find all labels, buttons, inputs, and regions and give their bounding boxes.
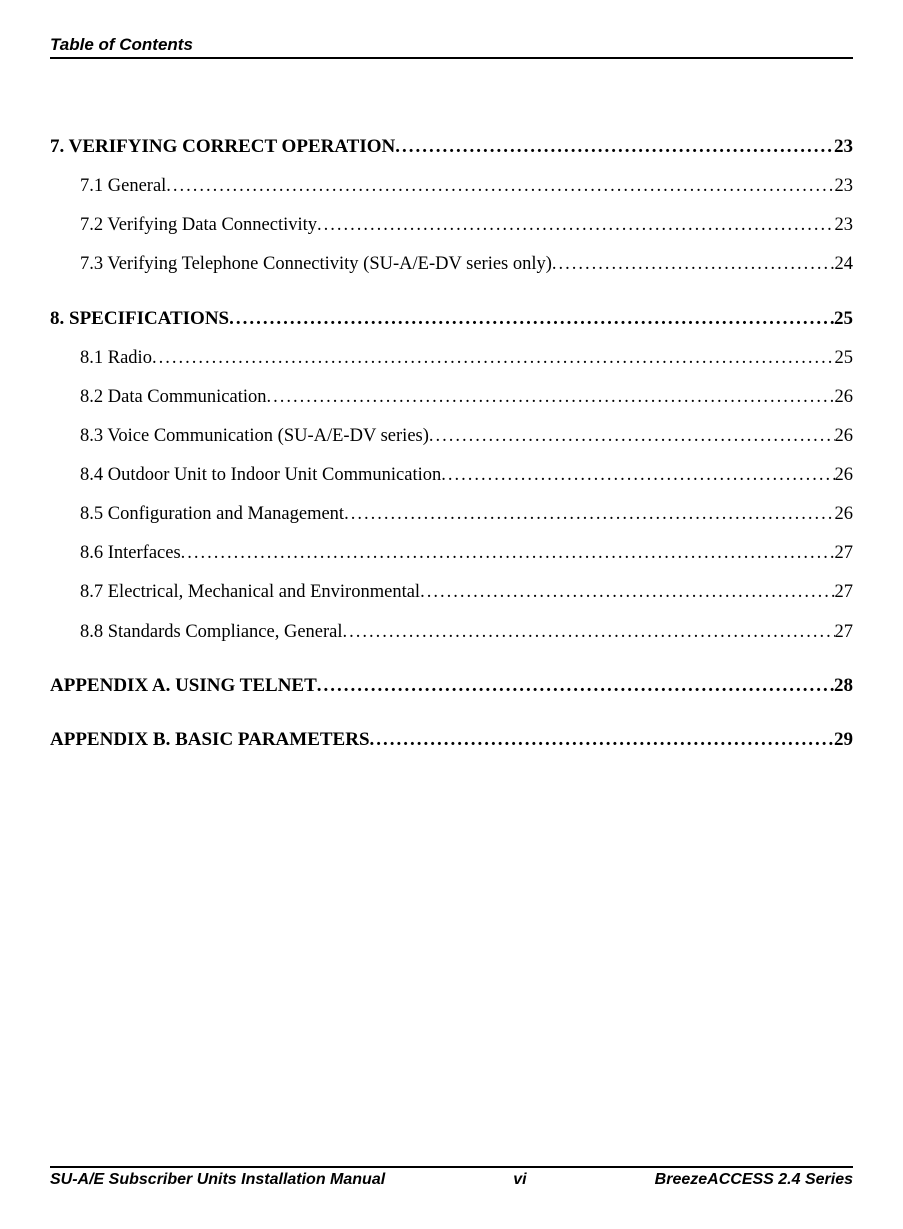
toc-item-page: 25	[835, 341, 854, 376]
footer-divider	[50, 1166, 853, 1168]
toc-item: 8.8 Standards Compliance, General 27	[50, 615, 853, 650]
toc-dots	[229, 301, 834, 337]
toc-dots	[267, 380, 835, 415]
toc-item: 8.5 Configuration and Management 26	[50, 497, 853, 532]
toc-item: 8.1 Radio 25	[50, 341, 853, 376]
toc-item-page: 26	[835, 497, 854, 532]
toc-section-title: APPENDIX B. BASIC PARAMETERS	[50, 722, 370, 758]
footer: SU-A/E Subscriber Units Installation Man…	[50, 1166, 853, 1189]
header-title: Table of Contents	[50, 35, 853, 55]
footer-right: BreezeACCESS 2.4 Series	[655, 1171, 853, 1189]
toc-dots	[395, 129, 834, 165]
toc-dots	[429, 419, 835, 454]
toc-dots	[317, 208, 834, 243]
toc-item-title: 8.1 Radio	[80, 341, 152, 376]
footer-left: SU-A/E Subscriber Units Installation Man…	[50, 1171, 385, 1189]
toc-item-page: 23	[835, 208, 854, 243]
table-of-contents: 7. VERIFYING CORRECT OPERATION 23 7.1 Ge…	[50, 129, 853, 758]
toc-dots	[166, 169, 834, 204]
toc-item-page: 27	[835, 575, 854, 610]
toc-item: 8.4 Outdoor Unit to Indoor Unit Communic…	[50, 458, 853, 493]
toc-item: 7.2 Verifying Data Connectivity 23	[50, 208, 853, 243]
toc-section-page: 25	[834, 301, 853, 337]
toc-item-title: 8.2 Data Communication	[80, 380, 267, 415]
toc-item-title: 7.3 Verifying Telephone Connectivity (SU…	[80, 247, 552, 282]
toc-section-page: 29	[834, 722, 853, 758]
toc-section-page: 28	[834, 668, 853, 704]
toc-item: 7.3 Verifying Telephone Connectivity (SU…	[50, 247, 853, 282]
toc-block: APPENDIX A. USING TELNET 28	[50, 668, 853, 704]
toc-dots	[552, 247, 835, 282]
toc-item-title: 8.7 Electrical, Mechanical and Environme…	[80, 575, 420, 610]
toc-item-title: 8.3 Voice Communication (SU-A/E-DV serie…	[80, 419, 429, 454]
toc-item-title: 7.1 General	[80, 169, 166, 204]
toc-item-page: 24	[835, 247, 854, 282]
toc-item: 8.6 Interfaces 27	[50, 536, 853, 571]
toc-item-page: 26	[835, 419, 854, 454]
toc-item-page: 27	[835, 536, 854, 571]
toc-dots	[441, 458, 834, 493]
toc-item: 8.2 Data Communication 26	[50, 380, 853, 415]
toc-dots	[152, 341, 835, 376]
toc-item-page: 26	[835, 380, 854, 415]
toc-section-title: 8. SPECIFICATIONS	[50, 301, 229, 337]
toc-item: 7.1 General 23	[50, 169, 853, 204]
footer-center: vi	[513, 1171, 526, 1189]
toc-item-page: 27	[835, 615, 854, 650]
toc-item: 8.7 Electrical, Mechanical and Environme…	[50, 575, 853, 610]
toc-item-page: 23	[835, 169, 854, 204]
toc-section-page: 23	[834, 129, 853, 165]
toc-block: 8. SPECIFICATIONS 25 8.1 Radio 25 8.2 Da…	[50, 301, 853, 650]
toc-item-page: 26	[835, 458, 854, 493]
footer-row: SU-A/E Subscriber Units Installation Man…	[50, 1171, 853, 1189]
header-divider	[50, 57, 853, 59]
toc-item-title: 8.5 Configuration and Management	[80, 497, 344, 532]
toc-dots	[343, 615, 835, 650]
toc-section: APPENDIX B. BASIC PARAMETERS 29	[50, 722, 853, 758]
toc-item-title: 8.6 Interfaces	[80, 536, 181, 571]
toc-item-title: 7.2 Verifying Data Connectivity	[80, 208, 317, 243]
toc-section-title: APPENDIX A. USING TELNET	[50, 668, 317, 704]
toc-section-title: 7. VERIFYING CORRECT OPERATION	[50, 129, 395, 165]
toc-block: 7. VERIFYING CORRECT OPERATION 23 7.1 Ge…	[50, 129, 853, 283]
toc-dots	[420, 575, 834, 610]
toc-section: 7. VERIFYING CORRECT OPERATION 23	[50, 129, 853, 165]
toc-section: APPENDIX A. USING TELNET 28	[50, 668, 853, 704]
toc-section: 8. SPECIFICATIONS 25	[50, 301, 853, 337]
toc-item-title: 8.8 Standards Compliance, General	[80, 615, 343, 650]
toc-item-title: 8.4 Outdoor Unit to Indoor Unit Communic…	[80, 458, 441, 493]
toc-item: 8.3 Voice Communication (SU-A/E-DV serie…	[50, 419, 853, 454]
toc-block: APPENDIX B. BASIC PARAMETERS 29	[50, 722, 853, 758]
toc-dots	[181, 536, 835, 571]
toc-dots	[370, 722, 834, 758]
toc-dots	[317, 668, 834, 704]
toc-dots	[344, 497, 834, 532]
